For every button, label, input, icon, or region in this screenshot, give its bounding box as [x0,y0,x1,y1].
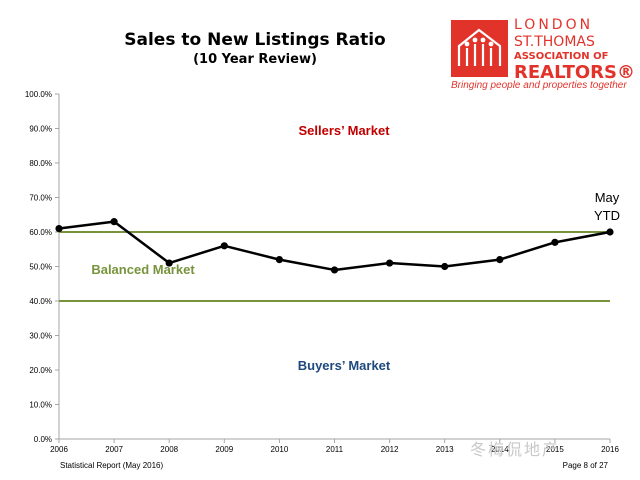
annotation-buyers-market: Buyers’ Market [298,358,391,373]
x-tick-label: 2011 [326,445,344,454]
logo-line-london: LONDON [514,17,594,33]
y-tick-label: 60.0% [29,228,52,237]
x-tick-label: 2010 [271,445,289,454]
y-tick-label: 50.0% [29,263,52,272]
data-point [496,256,504,264]
watermark-text: 冬梅侃地产 [470,442,561,459]
chart-title: Sales to New Listings Ratio [124,30,386,50]
logo-tagline: Bringing people and properties together [451,80,627,91]
x-tick-label: 2014 [491,445,509,454]
logo-line-association: ASSOCIATION OF [514,51,609,62]
data-point [330,266,339,274]
x-tick-label: 2012 [381,445,399,454]
data-point [551,238,559,246]
data-point [441,262,449,271]
data-point [110,218,118,226]
annotation-ytd: YTD [594,208,620,223]
y-tick-label: 80.0% [29,159,52,168]
x-tick-label: 2009 [215,445,233,454]
y-tick-label: 90.0% [29,125,52,134]
x-tick-label: 2016 [601,445,619,454]
data-point [386,259,394,267]
x-tick-label: 2006 [50,445,68,454]
footer-report-label: Statistical Report (May 2016) [60,461,164,470]
y-tick-label: 100.0% [25,90,52,99]
y-tick-label: 40.0% [29,297,52,306]
y-tick-label: 10.0% [29,401,52,410]
footer-page-number: Page 8 of 27 [562,461,608,470]
data-point [220,242,228,250]
x-tick-label: 2007 [105,445,123,454]
logo-line-st-thomas: ST.THOMAS [514,34,595,50]
x-tick-label: 2013 [436,445,454,454]
data-point [275,256,283,264]
y-tick-label: 70.0% [29,194,52,203]
annotation-sellers-market: Sellers’ Market [298,123,390,138]
y-tick-label: 30.0% [29,332,52,341]
data-point [55,224,63,233]
y-tick-label: 20.0% [29,366,52,375]
x-tick-label: 2008 [160,445,178,454]
annotation-balanced-market: Balanced Market [91,262,195,277]
realtors-logo-icon [451,20,508,77]
data-point [165,259,173,267]
data-point [606,228,614,236]
x-tick-label: 2015 [546,445,564,454]
annotation-may: May [595,190,620,205]
y-tick-label: 0.0% [34,435,52,444]
chart-subtitle: (10 Year Review) [193,52,317,67]
logo-line-realtors: REALTORS® [514,62,635,83]
